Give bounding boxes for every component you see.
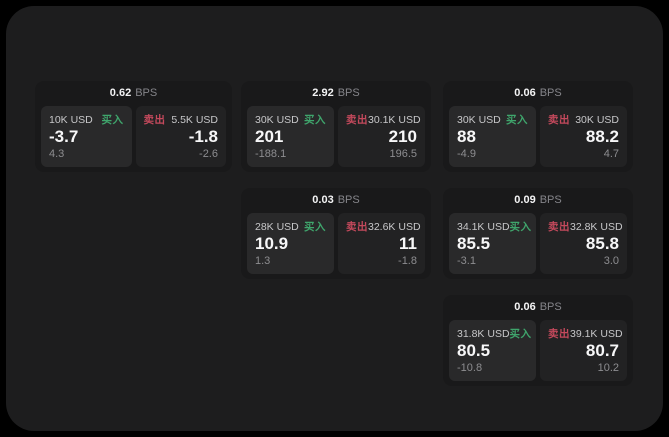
buy-change: 4.3 [49,148,65,160]
quote-panels: 30K USD 买入 88 -4.9 卖出 30K USD 88.2 4.7 [443,106,633,172]
buy-side-label: 买入 [101,114,124,126]
buy-panel[interactable]: 30K USD 买入 88 -4.9 [449,106,536,167]
quote-card-3: 0.06 BPS 30K USD 买入 88 -4.9 卖出 30K USD 8… [443,81,633,172]
sell-change: 10.2 [597,362,619,374]
sell-side-label: 卖出 [346,114,368,126]
quote-card-1: 0.62 BPS 10K USD 买入 -3.7 4.3 卖出 5.5K USD… [35,81,232,172]
buy-panel[interactable]: 30K USD 买入 201 -188.1 [247,106,334,167]
buy-change: -4.9 [457,148,476,160]
quote-card-6: 0.06 BPS 31.8K USD 买入 80.5 -10.8 卖出 39.1… [443,295,633,386]
spread-header: 0.06 BPS [443,295,633,320]
spread-header: 0.09 BPS [443,188,633,213]
sell-price: 85.8 [585,234,619,253]
buy-notional: 28K USD [255,221,299,233]
sell-change: 196.5 [389,148,417,160]
buy-change: -188.1 [255,148,287,160]
buy-price: 80.5 [457,341,491,360]
buy-change: 1.3 [255,255,271,267]
spread-header: 2.92 BPS [241,81,431,106]
quote-card-4: 0.03 BPS 28K USD 买入 10.9 1.3 卖出 32.6K US… [241,188,431,279]
quote-card-2: 2.92 BPS 30K USD 买入 201 -188.1 卖出 30.1K … [241,81,431,172]
bps-label: BPS [539,194,562,206]
bps-label: BPS [539,301,562,313]
sell-side-label: 卖出 [548,328,570,340]
sell-side-label: 卖出 [346,221,368,233]
quote-panels: 31.8K USD 买入 80.5 -10.8 卖出 39.1K USD 80.… [443,320,633,386]
sell-change: 3.0 [603,255,619,267]
buy-notional: 30K USD [457,114,501,126]
buy-side-label: 买入 [509,221,532,233]
sell-panel[interactable]: 卖出 30.1K USD 210 196.5 [338,106,425,167]
buy-price: 10.9 [255,234,289,253]
quote-panels: 28K USD 买入 10.9 1.3 卖出 32.6K USD 11 -1.8 [241,213,431,279]
buy-notional: 31.8K USD [457,328,510,340]
sell-change: -2.6 [199,148,218,160]
quote-panels: 34.1K USD 买入 85.5 -3.1 卖出 32.8K USD 85.8… [443,213,633,279]
sell-price: 210 [388,127,417,146]
sell-price: 11 [399,234,417,253]
sell-change: 4.7 [603,148,619,160]
quote-card-5: 0.09 BPS 34.1K USD 买入 85.5 -3.1 卖出 32.8K… [443,188,633,279]
spread-value: 0.06 [514,87,536,99]
buy-panel[interactable]: 34.1K USD 买入 85.5 -3.1 [449,213,536,274]
spread-header: 0.62 BPS [35,81,232,106]
sell-panel[interactable]: 卖出 32.6K USD 11 -1.8 [338,213,425,274]
buy-panel[interactable]: 31.8K USD 买入 80.5 -10.8 [449,320,536,381]
bps-label: BPS [337,194,360,206]
sell-panel[interactable]: 卖出 32.8K USD 85.8 3.0 [540,213,627,274]
buy-price: -3.7 [49,127,79,146]
buy-side-label: 买入 [509,328,532,340]
bps-label: BPS [135,87,158,99]
buy-notional: 10K USD [49,114,93,126]
sell-notional: 32.6K USD [368,221,421,233]
buy-notional: 30K USD [255,114,299,126]
sell-change: -1.8 [398,255,417,267]
sell-panel[interactable]: 卖出 30K USD 88.2 4.7 [540,106,627,167]
sell-side-label: 卖出 [548,221,570,233]
sell-notional: 39.1K USD [570,328,623,340]
sell-panel[interactable]: 卖出 5.5K USD -1.8 -2.6 [135,106,226,167]
app-surface: 0.62 BPS 10K USD 买入 -3.7 4.3 卖出 5.5K USD… [6,6,663,431]
buy-price: 85.5 [457,234,491,253]
sell-panel[interactable]: 卖出 39.1K USD 80.7 10.2 [540,320,627,381]
spread-header: 0.03 BPS [241,188,431,213]
sell-price: -1.8 [188,127,218,146]
spread-value: 0.09 [514,194,536,206]
spread-value: 0.03 [312,194,334,206]
buy-price: 88 [457,127,476,146]
spread-value: 0.62 [109,87,132,99]
quote-panels: 10K USD 买入 -3.7 4.3 卖出 5.5K USD -1.8 -2.… [35,106,232,172]
buy-panel[interactable]: 10K USD 买入 -3.7 4.3 [41,106,132,167]
sell-notional: 32.8K USD [570,221,623,233]
sell-price: 80.7 [585,341,619,360]
sell-notional: 30K USD [575,114,619,126]
sell-side-label: 卖出 [143,114,166,126]
sell-notional: 5.5K USD [171,114,218,126]
quote-panels: 30K USD 买入 201 -188.1 卖出 30.1K USD 210 1… [241,106,431,172]
buy-panel[interactable]: 28K USD 买入 10.9 1.3 [247,213,334,274]
spread-header: 0.06 BPS [443,81,633,106]
buy-price: 201 [255,127,284,146]
spread-value: 0.06 [514,301,536,313]
buy-change: -10.8 [457,362,483,374]
sell-price: 88.2 [585,127,619,146]
sell-side-label: 卖出 [548,114,570,126]
bps-label: BPS [539,87,562,99]
buy-change: -3.1 [457,255,476,267]
buy-side-label: 买入 [304,221,326,233]
buy-side-label: 买入 [506,114,528,126]
spread-value: 2.92 [312,87,334,99]
buy-side-label: 买入 [304,114,326,126]
sell-notional: 30.1K USD [368,114,421,126]
bps-label: BPS [337,87,360,99]
buy-notional: 34.1K USD [457,221,510,233]
